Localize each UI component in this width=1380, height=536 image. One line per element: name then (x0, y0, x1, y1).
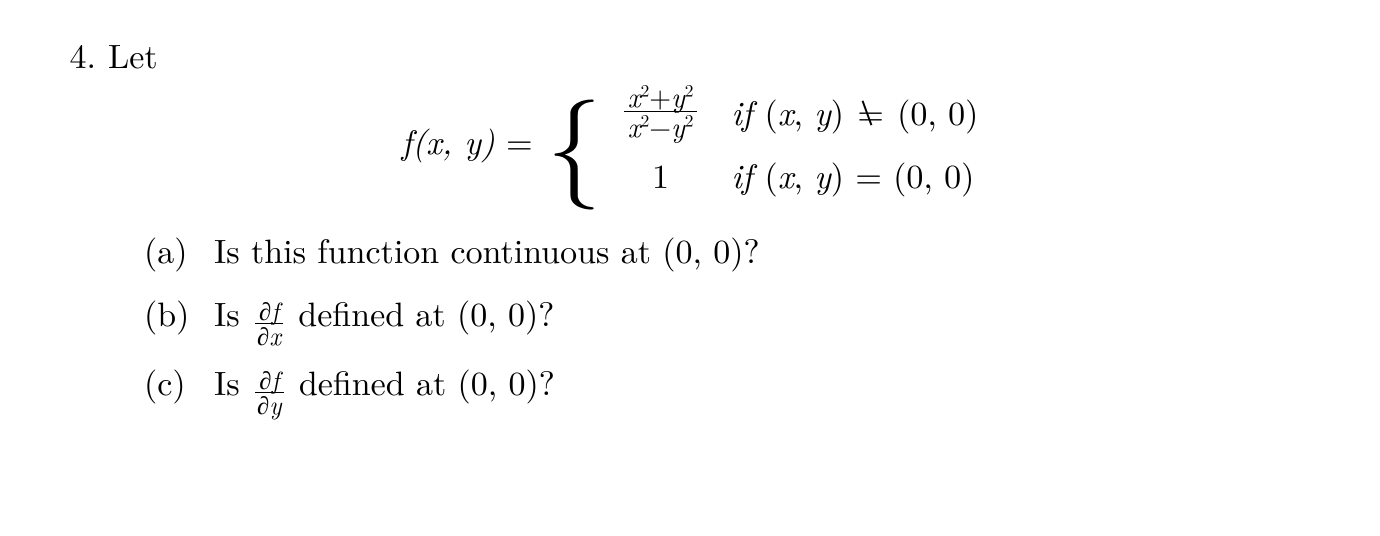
part-c-pre: Is (214, 357, 251, 405)
part-a-point: (0, 0) (662, 225, 743, 273)
y-symbol: y (269, 387, 281, 422)
part-b-q: ? (538, 288, 554, 336)
partial-f-partial-y: ∂f∂y (255, 368, 284, 417)
minus-sign: − (649, 106, 671, 146)
exp-2c: 2 (641, 108, 650, 133)
problem-number: 4. (34, 30, 108, 79)
origin-point-2: (0, 0) (893, 150, 974, 198)
subparts-list: (a) Is this function continuous at (0, 0… (144, 225, 1346, 412)
case1-condition: if (x, y) = (0, 0) (731, 87, 978, 136)
part-c-q: ? (539, 357, 555, 405)
case1-expression: x2+y2 x2−y2 (620, 81, 702, 142)
part-c-point: (0, 0) (458, 357, 539, 405)
part-c: (c) Is ∂f∂y defined at (0, 0)? (144, 357, 1346, 412)
symbol-f: f (402, 116, 412, 164)
partial-symbol-4: ∂ (257, 387, 269, 422)
part-c-mid: defined at (288, 357, 458, 405)
part-b-label: (b) (144, 288, 214, 343)
args-xy: (x, y) (412, 116, 495, 164)
x-symbol: x (269, 318, 281, 353)
exp-2b: 2 (685, 78, 694, 103)
part-a-q: ? (744, 225, 760, 273)
part-c-text: Is ∂f∂y defined at (0, 0)? (214, 357, 555, 412)
var-y2: y (671, 106, 685, 146)
part-b-text: Is ∂f∂x defined at (0, 0)? (214, 288, 554, 343)
exp-2: 2 (641, 78, 650, 103)
part-a-label: (a) (144, 225, 214, 274)
args-xy-cond2: (x, y) (764, 150, 844, 198)
part-b-pre: Is (214, 288, 251, 336)
function-lhs: f(x, y) = (402, 116, 533, 165)
piecewise-cases: x2+y2 x2−y2 if (x, y) = (0, 0) 1 if (x, … (620, 81, 979, 199)
eq-under-slash: = (857, 87, 883, 135)
var-x2: x (628, 106, 641, 146)
equals-sign: = (495, 116, 533, 164)
part-a-text: Is this function continuous at (0, 0)? (214, 225, 760, 274)
if-word: if (731, 87, 764, 135)
origin-point: (0, 0) (897, 87, 978, 135)
if-word-2: if (731, 150, 764, 198)
part-b: (b) Is ∂f∂x defined at (0, 0)? (144, 288, 1346, 343)
left-brace-icon: { (547, 98, 602, 175)
partial-symbol-2: ∂ (257, 318, 269, 353)
case2-condition: if (x, y) = (0, 0) (731, 150, 978, 199)
args-xy-cond1: (x, y) (764, 87, 844, 135)
function-definition: f(x, y) = { x2+y2 x2−y2 if (x, y) (34, 81, 1346, 199)
equals-sign-2: = (844, 150, 893, 198)
part-b-mid: defined at (287, 288, 457, 336)
part-a: (a) Is this function continuous at (0, 0… (144, 225, 1346, 274)
problem-header: 4. Let (34, 30, 1346, 79)
case2-expression: 1 (620, 150, 702, 199)
fraction-x2y2: x2+y2 x2−y2 (624, 82, 698, 142)
math-problem-page: 4. Let f(x, y) = { x2+y2 x2−y2 (0, 0, 1380, 412)
partial-f-partial-x: ∂f∂x (255, 299, 283, 348)
exp-2d: 2 (685, 108, 694, 133)
part-a-pre: Is this function continuous at (214, 225, 662, 273)
lead-word: Let (108, 30, 158, 79)
part-c-label: (c) (144, 357, 214, 412)
part-b-point: (0, 0) (457, 288, 538, 336)
not-equal-sign: = (857, 87, 883, 136)
